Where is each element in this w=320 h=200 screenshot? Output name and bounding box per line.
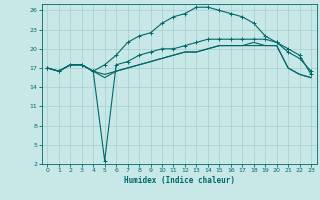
X-axis label: Humidex (Indice chaleur): Humidex (Indice chaleur)	[124, 176, 235, 185]
